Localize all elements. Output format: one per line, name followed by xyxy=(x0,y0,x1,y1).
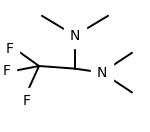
Text: F: F xyxy=(3,64,11,78)
Text: F: F xyxy=(6,42,14,56)
Text: F: F xyxy=(23,94,31,108)
Text: N: N xyxy=(97,66,107,80)
Text: N: N xyxy=(70,29,80,43)
